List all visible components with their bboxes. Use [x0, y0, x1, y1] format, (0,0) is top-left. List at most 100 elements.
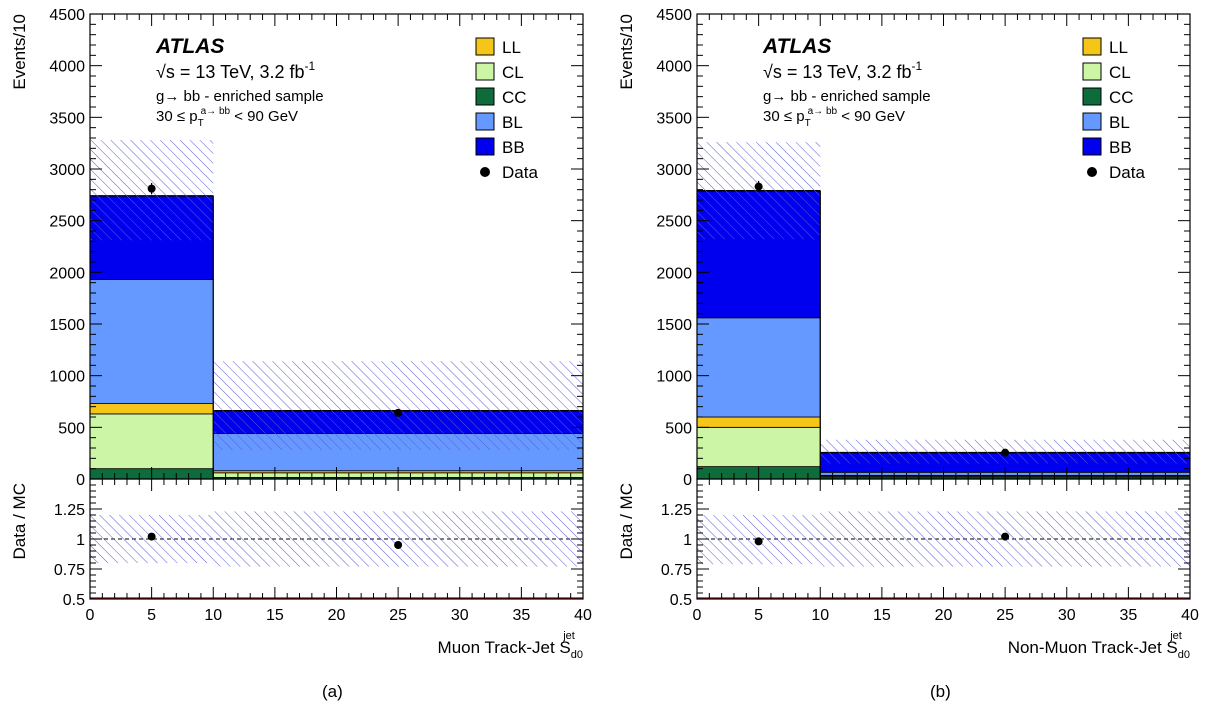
x-tick-label: 15 — [266, 607, 284, 624]
sample-label: g→ bb - enriched sample — [763, 88, 931, 105]
pt-cut-label: 30 ≤ pTa→ bb < 90 GeV — [156, 106, 298, 129]
y-axis-title: Events/10 — [617, 14, 636, 90]
y-tick-label: 4500 — [49, 7, 85, 24]
legend-marker-data — [1087, 167, 1097, 177]
sample-label: g→ bb - enriched sample — [156, 88, 324, 105]
y-tick-label: 2000 — [656, 265, 692, 282]
x-axis-title-main: Non-Muon Track-Jet S — [1008, 638, 1178, 657]
legend-swatch-ll — [1082, 37, 1102, 56]
ratio-y-tick-label: 0.5 — [670, 592, 692, 609]
ratio-y-axis-title: Data / MC — [10, 483, 29, 560]
y-tick-label: 0 — [683, 472, 692, 489]
ratio-y-tick-label: 1.25 — [54, 502, 85, 519]
x-tick-label: 15 — [873, 607, 891, 624]
legend-swatch-ll — [475, 37, 495, 56]
ratio-point — [147, 532, 156, 541]
legend-label-ll: LL — [1109, 38, 1128, 57]
ratio-y-tick-label: 1.25 — [661, 502, 692, 519]
x-tick-label: 40 — [574, 607, 592, 624]
y-tick-label: 1000 — [49, 369, 85, 386]
x-tick-label: 0 — [86, 607, 95, 624]
legend-swatch-cc — [475, 87, 495, 106]
y-tick-label: 3500 — [49, 110, 85, 127]
ratio-y-tick-label: 0.75 — [661, 562, 692, 579]
legend-label-ll: LL — [502, 38, 521, 57]
x-tick-label: 25 — [389, 607, 407, 624]
data-point — [147, 184, 156, 193]
subfigure-label-b: (b) — [930, 682, 951, 701]
subfigure-label-a: (a) — [322, 682, 343, 701]
data-point — [754, 182, 763, 191]
legend-label-bb: BB — [502, 138, 525, 157]
x-axis-title-subscript: d0 — [571, 649, 583, 661]
legend-label-cc: CC — [1109, 88, 1134, 107]
pt-cut-label: 30 ≤ pTa→ bb < 90 GeV — [763, 106, 905, 129]
y-tick-label: 3000 — [49, 162, 85, 179]
pt-cut-tail: < 90 GeV — [230, 108, 298, 125]
bar-ll-bin-1 — [89, 403, 214, 415]
legend-label-cl: CL — [1109, 63, 1131, 82]
y-tick-label: 500 — [58, 420, 85, 437]
energy-label-superscript: -1 — [912, 59, 923, 73]
bar-cl-bin-1 — [89, 413, 214, 470]
energy-label-superscript: -1 — [305, 59, 316, 73]
legend-label-bl: BL — [502, 113, 523, 132]
pt-superscript: a→ bb — [201, 106, 231, 117]
x-tick-label: 10 — [811, 607, 829, 624]
x-tick-label: 0 — [693, 607, 702, 624]
chart-panel-a: 0500100015002000250030003500400045000.50… — [10, 7, 592, 661]
legend-swatch-bl — [475, 112, 495, 131]
x-axis-title-superscript: jet — [562, 630, 575, 642]
bar-ll-bin-1 — [696, 416, 821, 428]
ratio-point — [1001, 532, 1010, 541]
x-axis-title-subscript: d0 — [1178, 649, 1190, 661]
y-tick-label: 1500 — [49, 317, 85, 334]
legend-swatch-cc — [1082, 87, 1102, 106]
y-tick-label: 500 — [665, 420, 692, 437]
legend-label-cc: CC — [502, 88, 527, 107]
x-tick-label: 40 — [1181, 607, 1199, 624]
pt-subscript: T — [805, 118, 811, 129]
x-tick-label: 25 — [996, 607, 1014, 624]
x-axis-title-main: Muon Track-Jet S — [438, 638, 571, 657]
legend-swatch-cl — [475, 62, 495, 81]
x-tick-label: 5 — [754, 607, 763, 624]
legend-swatch-bl — [1082, 112, 1102, 131]
legend-swatch-bb — [475, 137, 495, 156]
y-tick-label: 0 — [76, 472, 85, 489]
x-axis-title-superscript: jet — [1169, 630, 1182, 642]
x-tick-label: 30 — [451, 607, 469, 624]
x-tick-label: 20 — [328, 607, 346, 624]
legend-label-data: Data — [502, 163, 538, 182]
x-tick-label: 10 — [204, 607, 222, 624]
y-tick-label: 3500 — [656, 110, 692, 127]
legend-label-bb: BB — [1109, 138, 1132, 157]
y-tick-label: 2000 — [49, 265, 85, 282]
pt-subscript: T — [198, 118, 204, 129]
ratio-point — [394, 541, 403, 549]
bar-bl-bin-1 — [696, 317, 821, 418]
y-tick-label: 4000 — [49, 59, 85, 76]
legend-label-bl: BL — [1109, 113, 1130, 132]
ratio-uncertainty-band-bin-2 — [213, 511, 583, 567]
ratio-y-tick-label: 1 — [683, 532, 692, 549]
ratio-y-axis-title: Data / MC — [617, 483, 636, 560]
atlas-label: ATLAS — [762, 35, 831, 58]
y-tick-label: 2500 — [49, 214, 85, 231]
mc-uncertainty-band-bin-2 — [213, 361, 583, 451]
x-axis-title: Muon Track-Jet Sd0 — [438, 638, 583, 661]
x-tick-label: 30 — [1058, 607, 1076, 624]
legend-swatch-cl — [1082, 62, 1102, 81]
y-tick-label: 1000 — [656, 369, 692, 386]
legend-label-cl: CL — [502, 63, 524, 82]
ratio-y-tick-label: 0.75 — [54, 562, 85, 579]
y-tick-label: 4000 — [656, 59, 692, 76]
legend-swatch-bb — [1082, 137, 1102, 156]
energy-label: √s = 13 TeV, 3.2 fb-1 — [156, 59, 315, 82]
atlas-label: ATLAS — [155, 35, 224, 58]
x-axis-title: Non-Muon Track-Jet Sd0 — [1008, 638, 1190, 661]
legend-marker-data — [480, 167, 490, 177]
ratio-point — [754, 537, 763, 546]
x-tick-label: 35 — [1119, 607, 1137, 624]
